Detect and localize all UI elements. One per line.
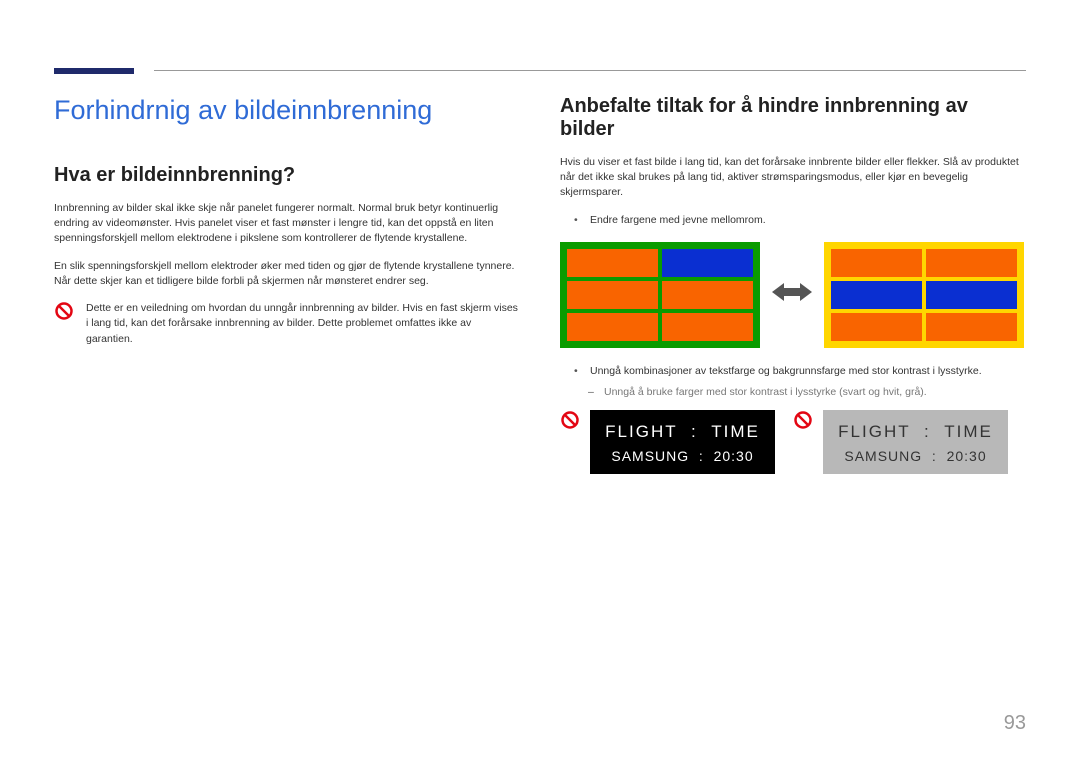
paragraph-2: En slik spenningsforskjell mellom elektr… <box>54 259 520 289</box>
flight-examples-row: FLIGHT : TIME SAMSUNG : 20:30 FLIGHT : T… <box>560 410 1026 474</box>
flight-line2: SAMSUNG : 20:30 <box>604 448 761 464</box>
subheading-recommended: Anbefalte tiltak for å hindre innbrennin… <box>560 95 1026 141</box>
bullet-marker: • <box>574 364 580 379</box>
grid-cell <box>567 313 658 341</box>
page-content: Forhindrnig av bildeinnbrenning Hva er b… <box>54 95 1026 474</box>
bullet-avoid-contrast: • Unngå kombinasjoner av tekstfarge og b… <box>574 364 1026 379</box>
paragraph-1: Innbrenning av bilder skal ikke skje når… <box>54 201 520 247</box>
flight-panel-dark: FLIGHT : TIME SAMSUNG : 20:30 <box>590 410 775 474</box>
bullet-text: Unngå kombinasjoner av tekstfarge og bak… <box>590 364 982 379</box>
bullet-text: Unngå å bruke farger med stor kontrast i… <box>604 385 927 400</box>
flight-example-dark: FLIGHT : TIME SAMSUNG : 20:30 <box>560 410 775 474</box>
prohibit-icon <box>560 410 580 430</box>
grid-cell <box>567 281 658 309</box>
grid-cell <box>567 249 658 277</box>
color-grid-yellow <box>824 242 1024 348</box>
grid-cell <box>662 313 753 341</box>
note-text: Dette er en veiledning om hvordan du unn… <box>86 301 520 347</box>
paragraph-right-1: Hvis du viser et fast bilde i lang tid, … <box>560 155 1026 201</box>
bullet-change-colors: • Endre fargene med jevne mellomrom. <box>574 213 1026 228</box>
left-column: Forhindrnig av bildeinnbrenning Hva er b… <box>54 95 520 474</box>
grid-cell <box>926 281 1017 309</box>
bullet-text: Endre fargene med jevne mellomrom. <box>590 213 766 228</box>
bullet-marker: ‒ <box>588 385 594 400</box>
grid-cell <box>662 249 753 277</box>
grid-cell <box>831 313 922 341</box>
double-arrow-icon <box>772 281 812 308</box>
prohibit-icon <box>793 410 813 430</box>
flight-line2: SAMSUNG : 20:30 <box>837 448 994 464</box>
flight-line1: FLIGHT : TIME <box>837 422 994 442</box>
subheading-what-is: Hva er bildeinnbrenning? <box>54 164 520 187</box>
header-rule <box>154 70 1026 71</box>
grid-cell <box>662 281 753 309</box>
header-accent-bar <box>54 68 134 74</box>
flight-line1: FLIGHT : TIME <box>604 422 761 442</box>
bullet-avoid-contrast-sub: ‒ Unngå å bruke farger med stor kontrast… <box>588 385 1026 400</box>
color-grid-green <box>560 242 760 348</box>
flight-example-light: FLIGHT : TIME SAMSUNG : 20:30 <box>793 410 1008 474</box>
page-title: Forhindrnig av bildeinnbrenning <box>54 95 520 126</box>
grid-cell <box>831 281 922 309</box>
flight-panel-light: FLIGHT : TIME SAMSUNG : 20:30 <box>823 410 1008 474</box>
prohibit-icon <box>54 301 74 321</box>
grid-cell <box>831 249 922 277</box>
page-number: 93 <box>1004 712 1026 735</box>
right-column: Anbefalte tiltak for å hindre innbrennin… <box>560 95 1026 474</box>
warranty-note: Dette er en veiledning om hvordan du unn… <box>54 301 520 347</box>
grid-cell <box>926 249 1017 277</box>
bullet-marker: • <box>574 213 580 228</box>
color-grids-row <box>560 242 1026 348</box>
grid-cell <box>926 313 1017 341</box>
